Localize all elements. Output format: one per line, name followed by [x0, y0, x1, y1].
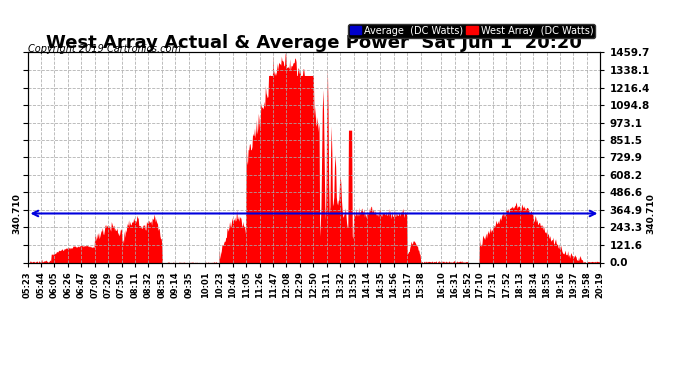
- Text: 340.710: 340.710: [646, 193, 655, 234]
- Text: 340.710: 340.710: [13, 193, 22, 234]
- Legend: Average  (DC Watts), West Array  (DC Watts): Average (DC Watts), West Array (DC Watts…: [348, 24, 595, 38]
- Title: West Array Actual & Average Power  Sat Jun 1  20:20: West Array Actual & Average Power Sat Ju…: [46, 34, 582, 53]
- Text: Copyright 2019 Cartronics.com: Copyright 2019 Cartronics.com: [28, 44, 181, 54]
